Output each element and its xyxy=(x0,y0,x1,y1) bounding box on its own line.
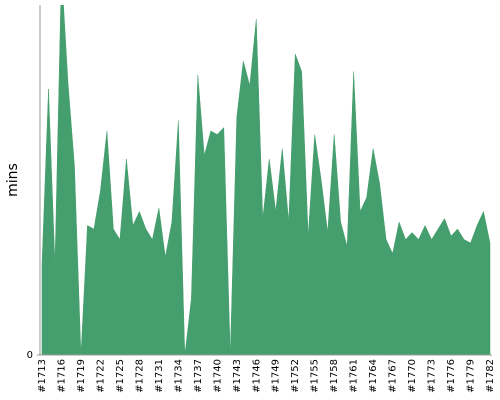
x-tick-label: #1728 xyxy=(134,359,145,393)
x-tick-label: #1773 xyxy=(427,359,438,393)
x-tick-label: #1716 xyxy=(56,359,67,393)
x-tick-label: #1779 xyxy=(466,359,477,393)
x-tick-label: #1752 xyxy=(290,359,301,393)
x-tick-label: #1758 xyxy=(329,359,340,393)
x-tick-label: #1743 xyxy=(232,359,243,393)
x-tick-label: #1749 xyxy=(271,359,282,393)
x-tick-label: #1722 xyxy=(95,359,106,393)
x-tick-label: #1740 xyxy=(212,359,223,393)
plot-area xyxy=(41,5,491,355)
x-tick-label: #1764 xyxy=(368,359,379,393)
x-tick-label: #1755 xyxy=(310,359,321,393)
x-tick-label: #1719 xyxy=(76,359,87,393)
y-tick-label: 0 xyxy=(27,350,33,361)
x-tick-label: #1737 xyxy=(193,359,204,393)
x-tick-label: #1734 xyxy=(173,359,184,393)
x-tick-label: #1731 xyxy=(154,359,165,393)
x-tick-label: #1767 xyxy=(388,359,399,393)
x-tick-label: #1725 xyxy=(115,359,126,393)
x-tick-label: #1713 xyxy=(37,359,48,393)
x-tick-label: #1746 xyxy=(251,359,262,393)
x-tick-label: #1776 xyxy=(446,359,457,393)
x-tick-label: #1761 xyxy=(349,359,360,393)
x-tick-label: #1770 xyxy=(407,359,418,393)
x-tick-label: #1782 xyxy=(485,359,496,393)
area xyxy=(41,5,491,355)
y-axis-label: mins xyxy=(5,163,21,197)
